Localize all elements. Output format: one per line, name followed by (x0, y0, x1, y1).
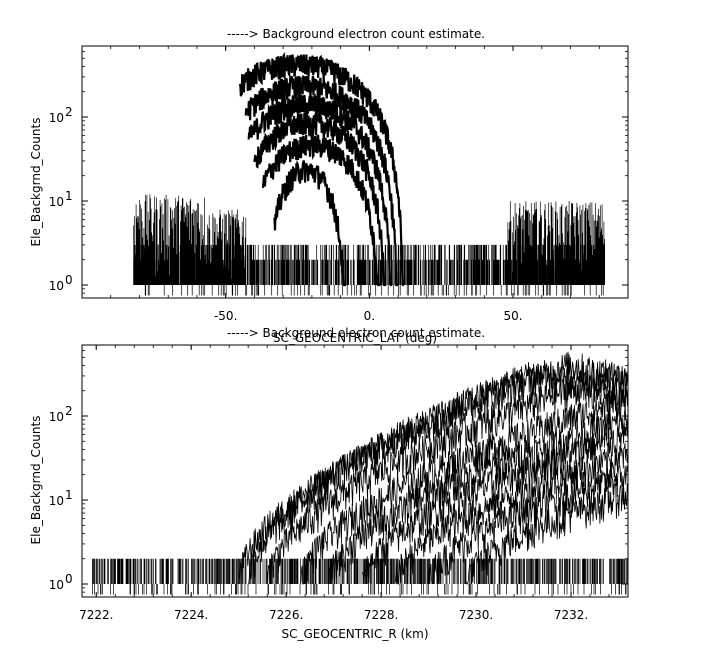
top-y-tick-label: 10 (49, 111, 64, 125)
bottom-chart-frame (81, 344, 629, 598)
top-chart-title: -----> Background electron count estimat… (227, 27, 485, 41)
top-chart-panel: -----> Background electron count estimat… (29, 27, 629, 345)
top-y-tick-exponent: 1 (65, 189, 73, 203)
top-chart-y-axis-label: Ele_Backgrnd_Counts (29, 118, 43, 247)
top-chart-frame (81, 45, 629, 299)
bottom-chart-y-axis-label: Ele_Backgrnd_Counts (29, 416, 43, 545)
bottom-chart-x-axis-label: SC_GEOCENTRIC_R (km) (282, 627, 429, 641)
top-chart-x-ticks: -50. 0. 50. (81, 46, 629, 323)
top-noise-block (133, 194, 206, 285)
top-y-tick-label: 10 (49, 279, 64, 293)
bottom-x-tick-label: 7228. (364, 608, 398, 622)
bottom-x-tick-label: 7222. (79, 608, 113, 622)
top-y-tick-exponent: 2 (65, 105, 73, 119)
top-series-line (273, 159, 347, 287)
bottom-x-tick-label: 7230. (459, 608, 493, 622)
top-noise-block (506, 201, 605, 285)
bottom-series-line (328, 408, 629, 585)
bottom-y-tick-label: 10 (49, 410, 64, 424)
top-chart-data (133, 52, 606, 296)
top-series-line (261, 132, 381, 287)
bottom-series-line (266, 363, 629, 585)
bottom-x-tick-label: 7226. (269, 608, 303, 622)
bottom-series-line (248, 362, 628, 585)
top-noise-block (205, 209, 247, 285)
top-y-tick-label: 10 (49, 195, 64, 209)
bottom-y-tick-exponent: 2 (65, 404, 73, 418)
bottom-x-tick-label: 7232. (554, 608, 588, 622)
top-series-line (247, 93, 393, 287)
bottom-series-line (466, 483, 629, 585)
top-series-line (244, 75, 398, 287)
top-series-line (239, 52, 405, 287)
bottom-noise-floor (92, 558, 628, 595)
top-chart-x-axis-label: SC_GEOCENTRIC_LAT (deg) (273, 331, 437, 345)
bottom-chart-data (92, 351, 629, 595)
bottom-y-tick-exponent: 1 (65, 488, 73, 502)
top-y-tick-exponent: 0 (65, 273, 73, 287)
bottom-y-tick-label: 10 (49, 578, 64, 592)
bottom-x-tick-label: 7224. (174, 608, 208, 622)
bottom-y-tick-exponent: 0 (65, 572, 73, 586)
bottom-chart-x-ticks: 7222. 7224. 7226. 7228. 7230. 7232. (79, 345, 629, 622)
top-series-line (253, 110, 387, 287)
bottom-chart-title: -----> Background electron count estimat… (227, 326, 485, 340)
top-x-tick-label: 50. (504, 309, 523, 323)
top-x-tick-label: 0. (364, 309, 375, 323)
bottom-y-tick-label: 10 (49, 494, 64, 508)
top-x-tick-label: -50. (214, 309, 237, 323)
bottom-series-line (300, 386, 629, 585)
